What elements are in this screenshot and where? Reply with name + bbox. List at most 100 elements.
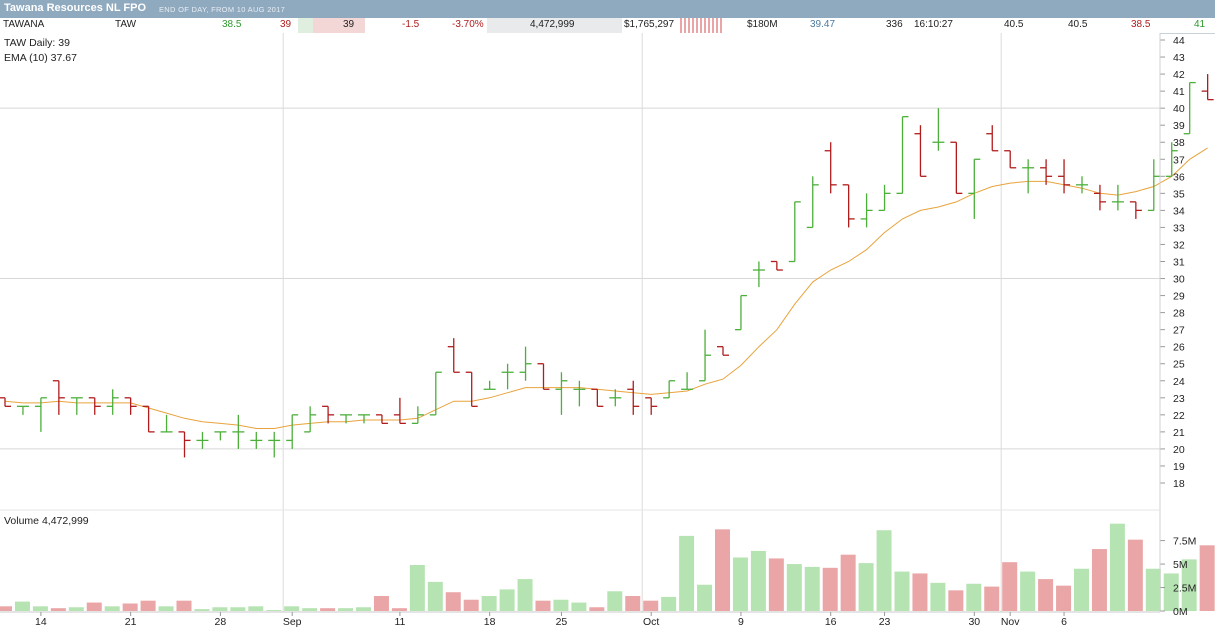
volume-bar [1181,559,1197,611]
volume-bar [553,599,569,611]
volume-bar [86,602,102,611]
value-gauge [680,18,722,33]
x-tick-label: 21 [125,616,137,628]
ohlc-bar [286,414,299,449]
volume-bar [535,600,551,611]
ohlc-bar [214,431,227,441]
y-tick-label: 41 [1173,86,1185,98]
y-tick-label: 38 [1173,137,1185,149]
volume-bar [1127,539,1143,611]
ohlc-bar [878,184,891,212]
volume-bar [517,579,533,611]
volume-bar [140,600,156,611]
x-tick-label: 30 [968,616,980,628]
volume-bar [0,606,12,611]
x-tick-label: 16 [825,616,837,628]
ohlc-bar [1040,159,1053,185]
volume-bar [68,607,84,611]
ohlc-bar [824,142,837,194]
y-tick-label: 27 [1173,325,1185,337]
y-tick-label: 33 [1173,222,1185,234]
x-tick-label: 14 [35,616,47,628]
ohlc-bar [1147,159,1160,212]
volume-bar [158,606,174,611]
volume-bar [50,608,66,611]
ohlc-bar [609,389,622,407]
vol-tick-label: 7.5M [1173,536,1196,548]
y-tick-label: 30 [1173,274,1185,286]
bid-bar [298,18,313,33]
volume-bar [1199,545,1215,611]
quote-change-pct: -3.70% [452,19,484,30]
volume-bar [912,573,928,611]
quote-market-cap: $180M [747,19,778,30]
y-tick-label: 29 [1173,291,1185,303]
ohlc-bar [411,406,424,425]
volume-bar [1056,585,1072,611]
volume-bar [804,566,820,611]
y-tick-label: 42 [1173,69,1185,81]
ohlc-bar [681,372,694,390]
y-tick-label: 34 [1173,205,1185,217]
volume-bar [463,599,479,611]
volume-bar [122,603,138,611]
date-axis: 14 21 28 Sep 11 18 25 Oct 9 16 23 30 Nov 6 [0,611,1160,628]
volume-bar [930,582,946,611]
ohlc-bar [1004,150,1017,169]
volume-bar [876,530,892,611]
ohlc-bar [1058,159,1071,194]
volume-bar [1002,562,1018,611]
ohlc-bar [196,431,209,449]
volume-bar [194,609,210,611]
x-tick-label: 6 [1061,616,1067,628]
x-tick-label: Sep [283,616,302,628]
x-tick-label: 9 [738,616,744,628]
quote-high: 40.5 [1068,19,1088,30]
volume-bar [338,608,354,611]
y-tick-label: 23 [1173,393,1185,405]
ohlc-bar [986,125,999,152]
ohlc-bar [304,406,317,433]
ohlc-bar [124,397,137,415]
y-tick-label: 32 [1173,239,1185,251]
quote-low: 38.5 [1131,19,1151,30]
volume-bar [750,550,766,611]
volume-bar [373,595,389,611]
ohlc-bar [142,405,155,433]
ohlc-bar [1165,142,1178,177]
volume-bar [409,565,425,611]
quote-last: 39 [343,19,355,30]
ohlc-bar [16,405,29,415]
volume-bar [984,586,1000,611]
y-tick-label: 18 [1173,478,1185,490]
ohlc-bar [860,193,873,228]
x-tick-label: 25 [556,616,568,628]
volume-bar [571,602,587,611]
quote-change: -1.5 [402,19,420,30]
security-title: Tawana Resources NL FPO [4,2,147,14]
ohlc-bar [1093,184,1106,211]
volume-bar [661,596,677,611]
ohlc-bar [465,371,478,407]
ohlc-bar [932,108,945,151]
quote-trades: 336 [886,19,903,30]
ohlc-bar [268,431,281,458]
quote-prev-close: 41 [1194,19,1206,30]
ohlc-bar [1129,201,1142,219]
legend-daily: TAW Daily: 39 [4,37,70,49]
quote-name: TAWANA [3,19,45,30]
y-tick-label: 37 [1173,154,1185,166]
volume-bar [1145,568,1161,611]
volume-bar [607,591,623,611]
volume-bars [0,523,1215,612]
ohlc-bar [358,414,370,424]
volume-cell [487,18,622,33]
ohlc-bar [340,414,353,424]
volume-bar [894,571,910,611]
volume-bar [445,592,461,611]
ohlc-bar [752,261,765,288]
y-tick-label: 28 [1173,308,1185,320]
volume-bar [481,595,497,611]
ohlc-bar [842,184,855,228]
ohlc-bar [968,158,981,219]
